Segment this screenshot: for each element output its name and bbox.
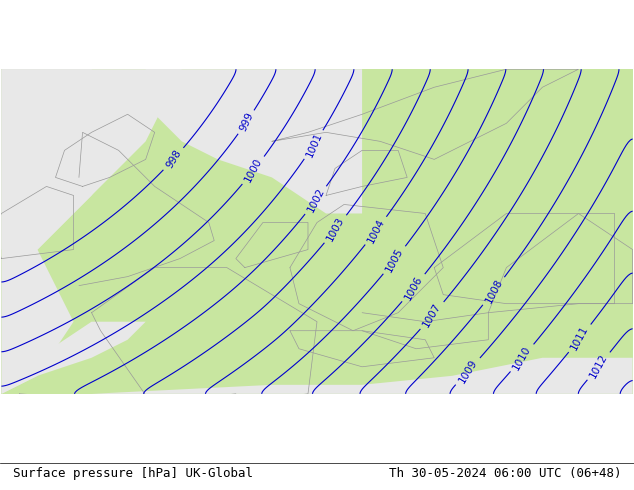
Text: 1002: 1002 <box>306 186 327 214</box>
Text: 1001: 1001 <box>304 131 324 159</box>
Text: Surface pressure [hPa] UK-Global: Surface pressure [hPa] UK-Global <box>13 467 253 480</box>
Text: 999: 999 <box>238 111 255 133</box>
Polygon shape <box>91 358 633 394</box>
Text: 998: 998 <box>164 148 183 170</box>
Text: 1007: 1007 <box>422 302 443 329</box>
Text: 1006: 1006 <box>403 274 424 302</box>
Text: 1005: 1005 <box>384 246 405 274</box>
Text: 1012: 1012 <box>588 352 609 380</box>
Text: 1009: 1009 <box>457 358 479 385</box>
Polygon shape <box>1 69 127 394</box>
Polygon shape <box>1 69 182 249</box>
Text: 1011: 1011 <box>569 324 590 352</box>
Text: 1000: 1000 <box>243 156 264 184</box>
Polygon shape <box>146 69 362 214</box>
Text: 1010: 1010 <box>512 344 533 372</box>
Polygon shape <box>1 322 146 394</box>
Text: Th 30-05-2024 06:00 UTC (06+48): Th 30-05-2024 06:00 UTC (06+48) <box>389 467 621 480</box>
Text: 1003: 1003 <box>325 215 346 243</box>
Text: 1008: 1008 <box>483 277 504 305</box>
Text: 1004: 1004 <box>366 217 386 245</box>
